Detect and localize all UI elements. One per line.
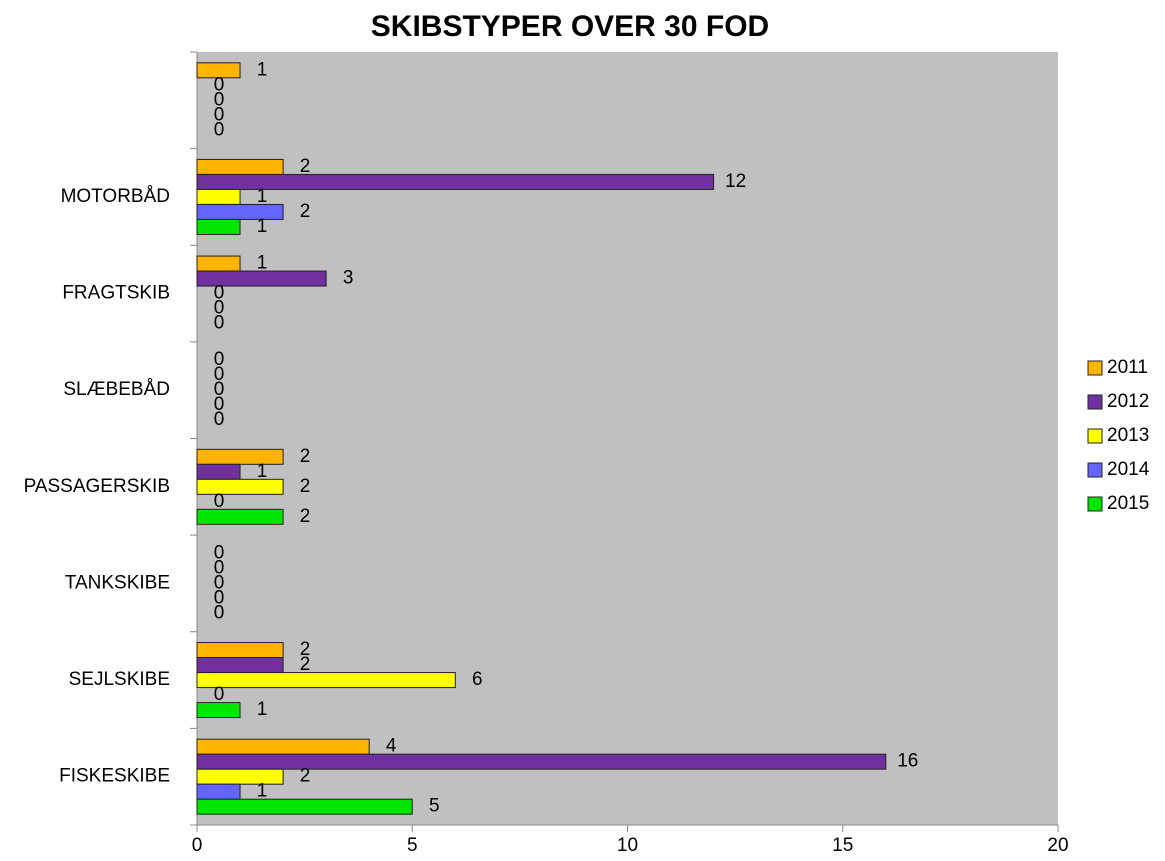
data-label: 1 xyxy=(257,781,268,802)
bar xyxy=(196,218,241,235)
bar xyxy=(196,657,284,674)
bar xyxy=(196,255,241,272)
data-label: 0 xyxy=(214,298,225,319)
data-label: 0 xyxy=(214,379,225,400)
data-label: 4 xyxy=(386,736,397,757)
bar xyxy=(196,768,284,785)
bar xyxy=(196,508,284,525)
plot-area xyxy=(197,52,1058,825)
data-label: 2 xyxy=(300,476,311,497)
data-label: 0 xyxy=(214,409,225,430)
bar xyxy=(196,188,241,205)
x-tick-label: 15 xyxy=(832,835,853,856)
legend-label: 2012 xyxy=(1107,391,1149,412)
data-label: 2 xyxy=(300,506,311,527)
bar xyxy=(196,672,456,689)
data-label: 2 xyxy=(300,156,311,177)
data-label: 2 xyxy=(300,639,311,660)
data-label: 1 xyxy=(257,461,268,482)
data-label: 0 xyxy=(214,491,225,512)
data-label: 1 xyxy=(257,186,268,207)
legend-label: 2011 xyxy=(1107,357,1148,378)
legend-swatch xyxy=(1087,428,1103,444)
bar xyxy=(196,478,284,495)
data-label: 1 xyxy=(257,253,268,274)
data-label: 0 xyxy=(214,684,225,705)
bar xyxy=(196,62,241,79)
data-label: 0 xyxy=(214,572,225,593)
y-tick-label: MOTORBÅD xyxy=(61,186,170,207)
data-label: 0 xyxy=(214,313,225,334)
legend-label: 2013 xyxy=(1107,425,1149,446)
x-tick-label: 5 xyxy=(407,835,418,856)
bar xyxy=(196,448,284,465)
data-label: 0 xyxy=(214,119,225,140)
y-tick-label: SLÆBEBÅD xyxy=(63,379,170,400)
legend-swatch xyxy=(1087,496,1103,512)
legend-label: 2015 xyxy=(1107,493,1149,514)
bar xyxy=(196,783,241,800)
bar xyxy=(196,738,370,755)
x-tick-label: 0 xyxy=(192,835,203,856)
data-label: 1 xyxy=(257,699,268,720)
data-label: 0 xyxy=(214,349,225,370)
bar xyxy=(196,158,284,175)
data-label: 0 xyxy=(214,89,225,110)
x-tick-label: 10 xyxy=(617,835,638,856)
data-label: 0 xyxy=(214,74,225,95)
bar xyxy=(196,463,241,480)
bar xyxy=(196,702,241,719)
chart-title: SKIBSTYPER OVER 30 FOD xyxy=(371,10,769,43)
y-tick-label: SEJLSKIBE xyxy=(69,669,170,690)
data-label: 0 xyxy=(214,557,225,578)
bar xyxy=(196,798,413,815)
x-tick-label: 20 xyxy=(1047,835,1068,856)
y-tick-label: PASSAGERSKIB xyxy=(24,476,170,497)
bar xyxy=(196,642,284,659)
y-tick-label: FRAGTSKIB xyxy=(62,283,170,304)
data-label: 16 xyxy=(897,751,918,772)
data-label: 3 xyxy=(343,268,354,289)
data-label: 12 xyxy=(725,171,746,192)
data-label: 2 xyxy=(300,446,311,467)
legend-swatch xyxy=(1087,394,1103,410)
data-label: 6 xyxy=(472,669,483,690)
data-label: 2 xyxy=(300,766,311,787)
bar xyxy=(196,753,887,770)
legend-swatch xyxy=(1087,360,1103,376)
data-label: 1 xyxy=(257,216,268,237)
bar xyxy=(196,203,284,220)
y-tick-label: FISKESKIBE xyxy=(59,766,170,787)
data-label: 0 xyxy=(214,542,225,563)
data-label: 0 xyxy=(214,394,225,415)
data-label: 0 xyxy=(214,283,225,304)
data-label: 1 xyxy=(257,59,268,80)
data-label: 0 xyxy=(214,602,225,623)
data-label: 2 xyxy=(300,654,311,675)
data-label: 2 xyxy=(300,201,311,222)
data-label: 0 xyxy=(214,104,225,125)
bar xyxy=(196,173,715,190)
data-label: 0 xyxy=(214,364,225,385)
data-label: 5 xyxy=(429,796,440,817)
y-tick-label: TANKSKIBE xyxy=(65,572,170,593)
data-label: 0 xyxy=(214,587,225,608)
bar xyxy=(196,270,327,287)
legend-label: 2014 xyxy=(1107,459,1150,480)
legend-swatch xyxy=(1087,462,1103,478)
